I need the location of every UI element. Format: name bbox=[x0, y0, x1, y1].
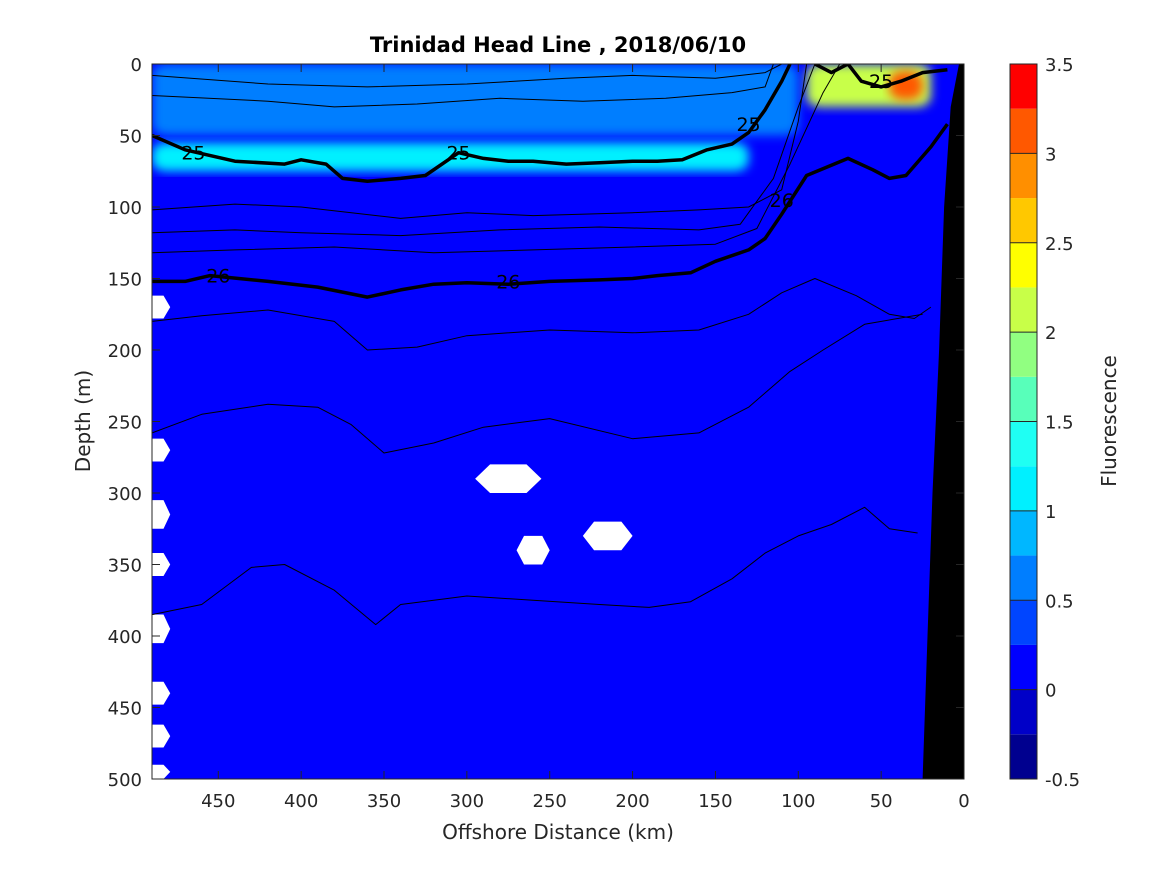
colorbar-bands bbox=[1010, 64, 1037, 779]
colorbar-band-8 bbox=[1010, 376, 1037, 422]
colorbar-ticks: -0.5 0 0.5 1 1.5 2 2.5 3 3.5 bbox=[1010, 55, 1080, 791]
x-tick-label: 150 bbox=[698, 791, 732, 812]
colorbar-tick-label: 1 bbox=[1045, 502, 1056, 523]
x-tick-label: 300 bbox=[450, 791, 484, 812]
colorbar-tick-label: 0 bbox=[1045, 681, 1056, 702]
isopycnal-line-10 bbox=[152, 506, 918, 626]
isopycnal-labels: 25 25 25 25 26 26 26 bbox=[181, 71, 893, 293]
colorbar-band-10 bbox=[1010, 287, 1037, 333]
isopycnal-line-1 bbox=[814, 64, 948, 89]
missing-data-patch-0 bbox=[475, 464, 542, 493]
colorbar-band-6 bbox=[1010, 466, 1037, 511]
chart-title: Trinidad Head Line , 2018/06/10 bbox=[370, 33, 746, 57]
y-axis-label: Depth (m) bbox=[71, 370, 95, 472]
colorbar-label: Fluorescence bbox=[1097, 355, 1121, 487]
isopycnal-label-3: 25 bbox=[869, 71, 893, 93]
colorbar-tick-label: 3.5 bbox=[1045, 55, 1074, 76]
isopycnal-line-4 bbox=[152, 64, 774, 108]
y-tick-label: 250 bbox=[108, 413, 142, 434]
colorbar-band-1 bbox=[1010, 689, 1037, 735]
colorbar-tick-label: 2.5 bbox=[1045, 234, 1074, 255]
colorbar-tick-label: 3 bbox=[1045, 144, 1056, 165]
isopycnal-line-7 bbox=[152, 64, 841, 254]
colorbar-band-3 bbox=[1010, 600, 1037, 645]
fill-background bbox=[152, 64, 964, 779]
fluorescence-feature-3 bbox=[889, 71, 923, 100]
colorbar-band-13 bbox=[1010, 153, 1037, 199]
missing-data-patch-2 bbox=[516, 535, 550, 565]
plot-area: 25 25 25 25 26 26 26 450 400 350 300 250 200 150 100 5… bbox=[108, 55, 970, 812]
x-tick-label: 50 bbox=[870, 791, 893, 812]
x-tick-label: 350 bbox=[367, 791, 401, 812]
y-axis: 0 50 100 150 200 250 300 350 400 450 500 bbox=[108, 55, 964, 791]
isopycnal-contours bbox=[152, 64, 949, 626]
missing-data-patch-6 bbox=[152, 553, 171, 576]
colorbar-band-11 bbox=[1010, 242, 1037, 288]
colorbar-band-5 bbox=[1010, 510, 1037, 556]
missing-data-patches bbox=[152, 295, 633, 779]
isopycnal-label-0: 25 bbox=[181, 143, 205, 165]
colorbar-band-14 bbox=[1010, 108, 1037, 154]
missing-data-patch-9 bbox=[152, 724, 171, 748]
fluorescence-fill bbox=[152, 64, 964, 779]
y-tick-label: 350 bbox=[108, 556, 142, 577]
colorbar-tick-label: 2 bbox=[1045, 323, 1056, 344]
bathymetry bbox=[922, 64, 964, 779]
seafloor bbox=[922, 64, 964, 779]
isopycnal-line-8 bbox=[152, 278, 932, 351]
y-tick-label: 50 bbox=[119, 127, 142, 148]
y-tick-label: 100 bbox=[108, 198, 142, 219]
y-tick-label: 450 bbox=[108, 699, 142, 720]
isopycnal-label-5: 26 bbox=[496, 271, 520, 293]
colorbar-tick-label: -0.5 bbox=[1045, 770, 1080, 791]
colorbar-band-15 bbox=[1010, 64, 1037, 109]
isopycnal-label-2: 25 bbox=[736, 114, 760, 136]
colorbar-band-4 bbox=[1010, 555, 1037, 601]
missing-data-patch-1 bbox=[582, 521, 633, 551]
isopycnal-line-5 bbox=[152, 64, 808, 219]
colorbar-band-12 bbox=[1010, 198, 1037, 243]
y-tick-label: 0 bbox=[131, 55, 142, 76]
y-tick-label: 400 bbox=[108, 627, 142, 648]
colorbar-band-9 bbox=[1010, 332, 1037, 377]
isopycnal-line-3 bbox=[152, 64, 782, 88]
isopycnal-label-6: 26 bbox=[770, 190, 794, 212]
isopycnal-label-4: 26 bbox=[206, 266, 230, 288]
missing-data-patch-8 bbox=[152, 681, 171, 705]
missing-data-patch-5 bbox=[152, 500, 171, 529]
x-tick-label: 450 bbox=[201, 791, 235, 812]
y-tick-label: 500 bbox=[108, 770, 142, 791]
x-axis-label: Offshore Distance (km) bbox=[442, 820, 674, 844]
missing-data-patch-4 bbox=[152, 438, 171, 462]
x-tick-label: 100 bbox=[781, 791, 815, 812]
y-tick-label: 150 bbox=[108, 270, 142, 291]
isopycnal-line-9 bbox=[152, 313, 923, 454]
missing-data-patch-10 bbox=[152, 764, 171, 779]
isopycnal-line-2 bbox=[152, 123, 949, 299]
colorbar: -0.5 0 0.5 1 1.5 2 2.5 3 3.5 bbox=[1009, 55, 1080, 791]
isopycnal-label-1: 25 bbox=[446, 143, 470, 165]
y-tick-label: 200 bbox=[108, 341, 142, 362]
colorbar-tick-label: 1.5 bbox=[1045, 413, 1074, 434]
isopycnal-line-6 bbox=[152, 64, 816, 237]
y-tick-label: 300 bbox=[108, 484, 142, 505]
colorbar-tick-label: 0.5 bbox=[1045, 591, 1074, 612]
x-axis: 450 400 350 300 250 200 150 100 50 0 bbox=[201, 64, 970, 812]
x-tick-label: 400 bbox=[284, 791, 318, 812]
colorbar-band-7 bbox=[1010, 421, 1037, 467]
missing-data-patch-3 bbox=[152, 295, 171, 319]
x-tick-label: 200 bbox=[615, 791, 649, 812]
isopycnal-line-0 bbox=[152, 64, 792, 184]
x-tick-label: 250 bbox=[533, 791, 567, 812]
colorbar-band-0 bbox=[1010, 734, 1037, 779]
colorbar-band-2 bbox=[1010, 644, 1037, 690]
x-tick-label: 0 bbox=[958, 791, 969, 812]
